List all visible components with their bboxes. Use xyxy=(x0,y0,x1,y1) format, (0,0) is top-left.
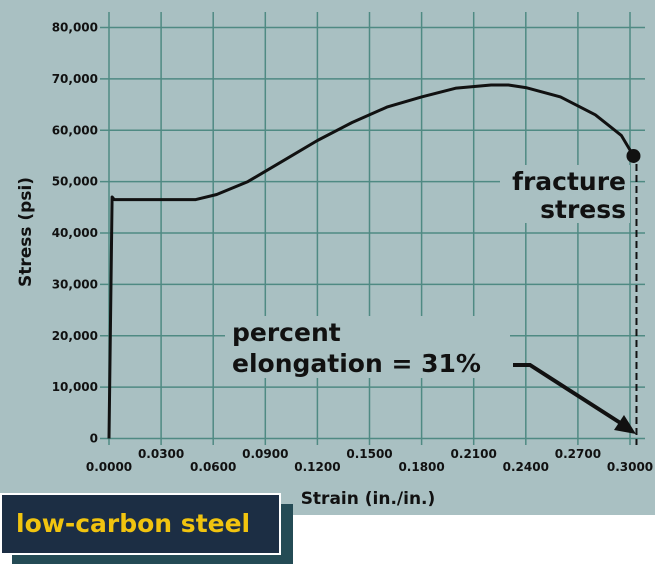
x-tick-label: 0.2400 xyxy=(503,460,549,474)
x-tick-label: 0.2700 xyxy=(555,447,601,461)
elongation-arrow xyxy=(513,363,624,426)
elongation-label-bg xyxy=(225,316,510,378)
x-tick-label: 0.3000 xyxy=(607,460,653,474)
y-tick-labels: 0 10,000 20,000 30,000 40,000 50,000 60,000 70,… xyxy=(52,21,98,446)
badge-box: low-carbon steel xyxy=(0,493,281,555)
fracture-label-bg xyxy=(500,165,630,223)
badge-label: low-carbon steel xyxy=(16,509,251,538)
x-axis-label: Strain (in./in.) xyxy=(301,489,436,509)
x-tick-label: 0.0000 xyxy=(86,460,132,474)
x-tick-label: 0.0900 xyxy=(242,447,288,461)
x-tick-label: 0.1800 xyxy=(398,460,444,474)
fracture-label-line1: fracture xyxy=(512,167,626,196)
elongation-label-line2: elongation = 31% xyxy=(232,349,481,378)
x-tick-label: 0.2100 xyxy=(451,447,497,461)
fracture-label-line2: stress xyxy=(540,195,626,224)
x-tick-label: 0.0300 xyxy=(138,447,184,461)
y-tick-label: 80,000 xyxy=(52,21,98,35)
y-tick-label: 20,000 xyxy=(52,329,98,343)
grid xyxy=(100,12,645,445)
y-tick-label: 0 xyxy=(90,432,98,446)
y-tick-label: 60,000 xyxy=(52,123,98,137)
y-tick-label: 40,000 xyxy=(52,226,98,240)
y-axis-label: Stress (psi) xyxy=(16,177,36,287)
y-tick-label: 50,000 xyxy=(52,175,98,189)
y-tick-label: 30,000 xyxy=(52,277,98,291)
stress-strain-curve xyxy=(107,83,635,439)
x-tick-label: 0.0600 xyxy=(190,460,236,474)
fracture-point xyxy=(626,148,641,163)
elongation-arrowhead xyxy=(614,415,636,434)
elongation-label-line1: percent xyxy=(232,318,341,347)
x-tick-label: 0.1500 xyxy=(346,447,392,461)
x-tick-label: 0.1200 xyxy=(294,460,340,474)
x-tick-labels: 0.0000 0.0600 0.1200 0.1800 0.2400 0.3000 0.03… xyxy=(86,447,653,474)
y-tick-label: 10,000 xyxy=(52,380,98,394)
y-tick-label: 70,000 xyxy=(52,72,98,86)
